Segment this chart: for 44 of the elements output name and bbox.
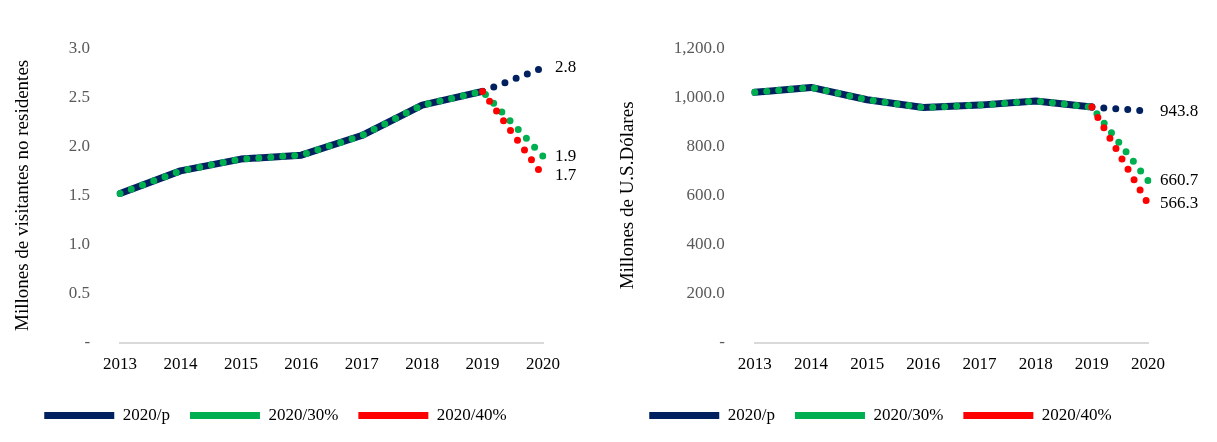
legend-label: 2020/p — [122, 404, 170, 424]
legend-label: 2020/40% — [1041, 404, 1112, 424]
x-tick-label: 2015 — [223, 354, 258, 374]
x-tick-label: 2018 — [1018, 354, 1053, 374]
data-label: 660.7 — [1160, 169, 1199, 189]
data-label: 566.3 — [1160, 193, 1199, 213]
y-axis-title: Millones de U.S.Dólares — [616, 101, 638, 290]
x-tick-label: 2017 — [962, 354, 997, 374]
x-tick-label: 2020 — [1131, 354, 1165, 374]
x-tick-label: 2019 — [465, 354, 500, 374]
y-axis-title: Millones de visitantes no residentes — [11, 59, 33, 332]
y-tick-label: 1.5 — [68, 184, 91, 204]
x-tick-label: 2013 — [103, 354, 138, 374]
y-tick-label: 600.0 — [686, 184, 725, 204]
x-tick-label: 2019 — [1074, 354, 1109, 374]
data-label: 1.9 — [555, 145, 577, 165]
y-tick-label: 0.5 — [68, 283, 91, 302]
legend-label: 2020/30% — [873, 404, 944, 424]
x-tick-label: 2020 — [526, 354, 560, 374]
y-tick-label: 2.5 — [68, 86, 91, 106]
data-label: 943.8 — [1160, 100, 1199, 120]
legend-label: 2020/30% — [268, 404, 339, 424]
legend-label: 2020/40% — [436, 404, 507, 424]
y-tick-label: 2.0 — [68, 135, 91, 155]
y-tick-label: 1,200.0 — [673, 37, 725, 57]
x-tick-label: 2015 — [850, 354, 885, 374]
y-tick-label: 3.0 — [68, 37, 91, 57]
y-tick-label: 200.0 — [686, 283, 725, 302]
x-tick-label: 2016 — [284, 354, 319, 374]
y-tick-label: 1.0 — [68, 233, 91, 253]
y-tick-label: - — [84, 332, 91, 352]
y-tick-label: 400.0 — [686, 233, 725, 253]
y-tick-label: 800.0 — [686, 135, 725, 155]
x-tick-label: 2014 — [793, 354, 829, 374]
x-tick-label: 2014 — [163, 354, 198, 374]
x-tick-label: 2016 — [906, 354, 941, 374]
x-tick-label: 2018 — [405, 354, 440, 374]
x-tick-label: 2017 — [344, 354, 380, 374]
x-tick-label: 2013 — [737, 354, 772, 374]
data-label: 2.8 — [555, 57, 577, 77]
y-tick-label: - — [719, 332, 726, 352]
y-tick-label: 1,000.0 — [673, 86, 725, 106]
data-label: 1.7 — [555, 165, 577, 185]
legend-label: 2020/p — [727, 404, 775, 424]
